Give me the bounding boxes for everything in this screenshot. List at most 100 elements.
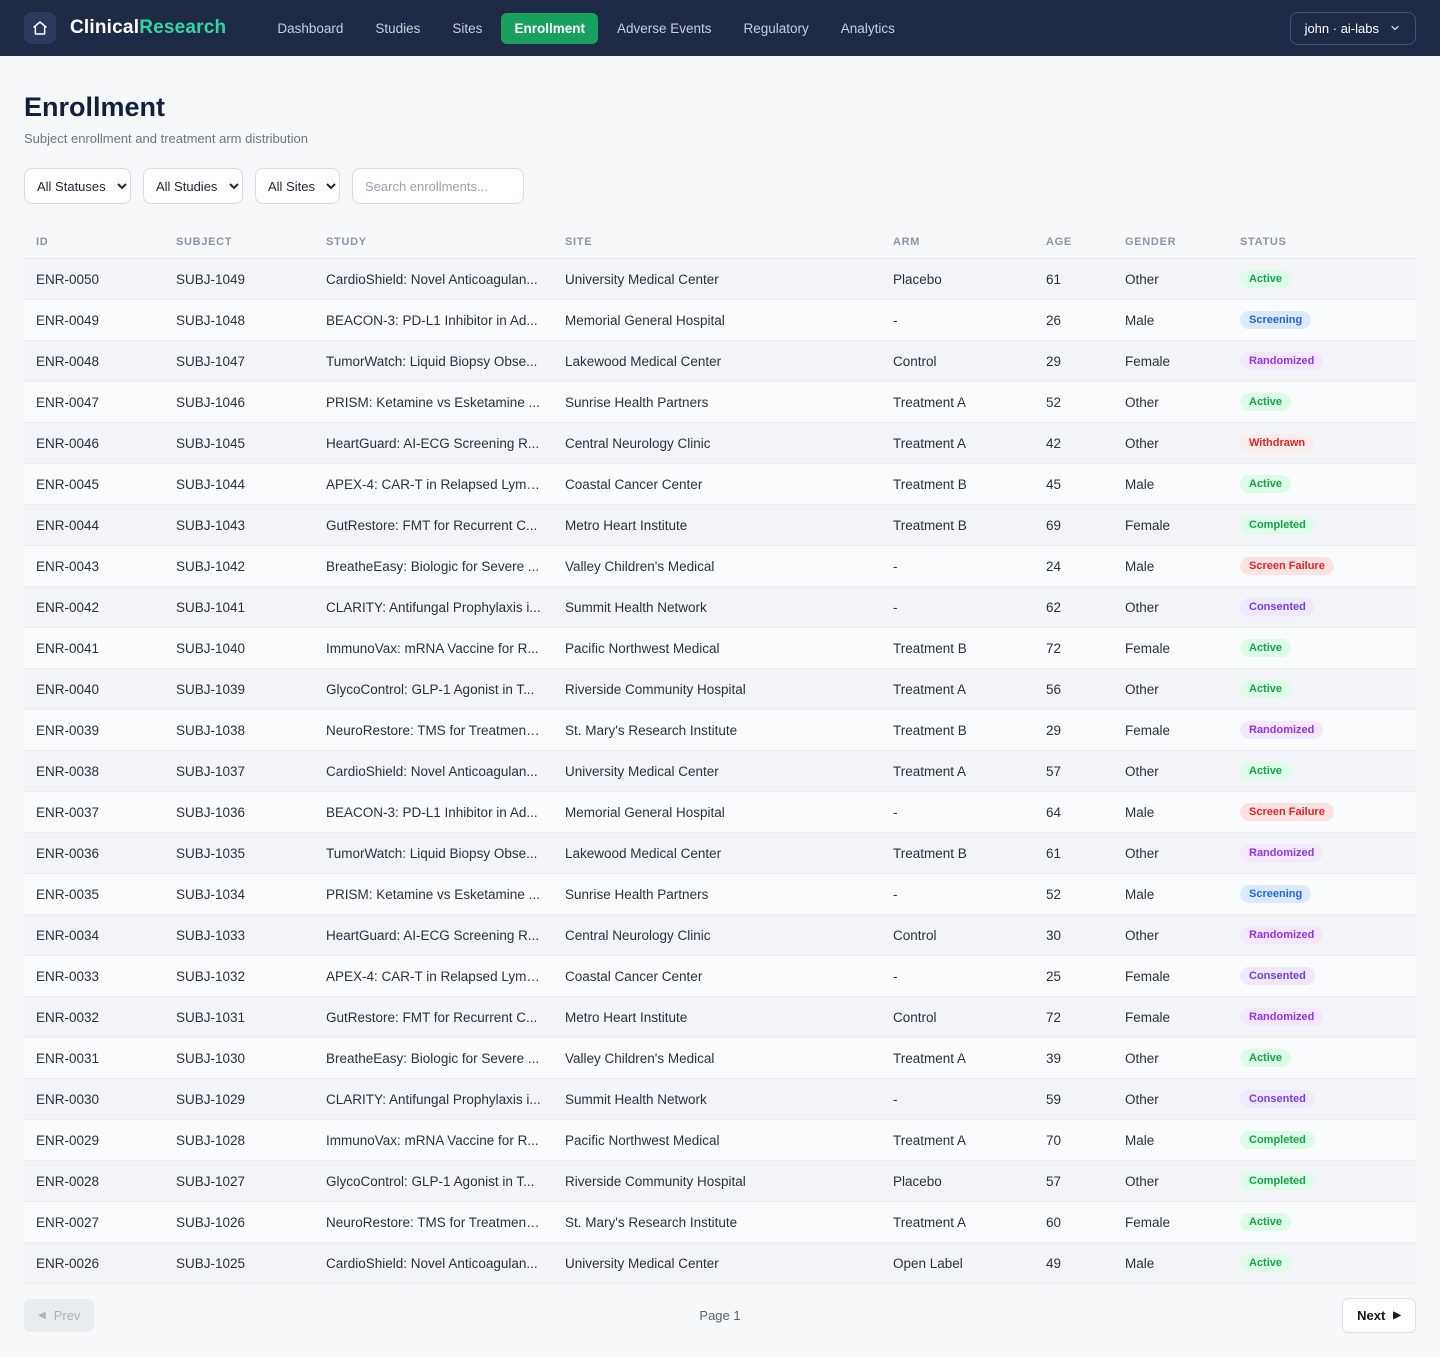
- cell-status: Active: [1228, 381, 1416, 423]
- cell-site: Lakewood Medical Center: [553, 340, 881, 382]
- cell-site: Metro Heart Institute: [553, 996, 881, 1038]
- cell-subject: SUBJ-1031: [164, 996, 314, 1038]
- home-button[interactable]: [24, 12, 56, 44]
- cell-status: Consented: [1228, 586, 1416, 628]
- cell-arm: Control: [881, 996, 1034, 1038]
- cell-age: 29: [1034, 709, 1113, 751]
- table-row: ENR-0049 SUBJ-1048 BEACON-3: PD-L1 Inhibit…: [24, 299, 1416, 341]
- cell-age: 29: [1034, 340, 1113, 382]
- cell-status: Active: [1228, 1242, 1416, 1284]
- nav-regulatory[interactable]: Regulatory: [743, 20, 809, 36]
- home-icon: [32, 20, 48, 36]
- cell-subject: SUBJ-1037: [164, 750, 314, 792]
- page-indicator: Page 1: [699, 1308, 741, 1323]
- cell-age: 52: [1034, 381, 1113, 423]
- cell-study: CardioShield: Novel Anticoagulan...: [314, 258, 553, 300]
- table-row: ENR-0031 SUBJ-1030 BreatheEasy: Biologic f…: [24, 1037, 1416, 1079]
- status-badge: Active: [1240, 1213, 1292, 1231]
- table-row: ENR-0033 SUBJ-1032 APEX-4: CAR-T in Relaps…: [24, 955, 1416, 997]
- cell-study: APEX-4: CAR-T in Relapsed Lymp...: [314, 955, 553, 997]
- prev-page-button[interactable]: ◀ Prev: [24, 1299, 95, 1332]
- cell-age: 42: [1034, 422, 1113, 464]
- cell-site: Central Neurology Clinic: [553, 422, 881, 464]
- column-header-status: STATUS: [1228, 226, 1416, 259]
- cell-id: ENR-0039: [24, 709, 164, 751]
- nav-enrollment[interactable]: Enrollment: [501, 12, 598, 44]
- user-menu-button[interactable]: john · ai-labs: [1289, 11, 1416, 45]
- cell-site: Valley Children's Medical: [553, 1037, 881, 1079]
- cell-arm: Treatment A: [881, 668, 1034, 710]
- table-row: ENR-0035 SUBJ-1034 PRISM: Ketamine vs Eske…: [24, 873, 1416, 915]
- column-header-site: SITE: [553, 226, 881, 259]
- cell-subject: SUBJ-1035: [164, 832, 314, 874]
- next-page-button[interactable]: Next ▶: [1342, 1298, 1416, 1333]
- column-header-arm: ARM: [881, 226, 1034, 259]
- cell-status: Consented: [1228, 955, 1416, 997]
- cell-arm: Treatment B: [881, 627, 1034, 669]
- cell-site: Pacific Northwest Medical: [553, 1119, 881, 1161]
- nav-adverse-events[interactable]: Adverse Events: [616, 20, 712, 36]
- cell-arm: Control: [881, 340, 1034, 382]
- cell-gender: Male: [1113, 873, 1228, 915]
- cell-subject: SUBJ-1036: [164, 791, 314, 833]
- search-input[interactable]: [352, 168, 524, 204]
- cell-id: ENR-0048: [24, 340, 164, 382]
- nav-sites[interactable]: Sites: [452, 20, 483, 36]
- cell-age: 52: [1034, 873, 1113, 915]
- cell-study: CardioShield: Novel Anticoagulan...: [314, 750, 553, 792]
- cell-study: PRISM: Ketamine vs Esketamine ...: [314, 381, 553, 423]
- cell-status: Randomized: [1228, 996, 1416, 1038]
- table-row: ENR-0043 SUBJ-1042 BreatheEasy: Biologic f…: [24, 545, 1416, 587]
- cell-subject: SUBJ-1043: [164, 504, 314, 546]
- cell-id: ENR-0032: [24, 996, 164, 1038]
- cell-gender: Male: [1113, 463, 1228, 505]
- cell-site: Valley Children's Medical: [553, 545, 881, 587]
- cell-arm: Treatment A: [881, 1037, 1034, 1079]
- table-row: ENR-0041 SUBJ-1040 ImmunoVax: mRNA Vaccine…: [24, 627, 1416, 669]
- cell-site: Riverside Community Hospital: [553, 668, 881, 710]
- cell-gender: Male: [1113, 545, 1228, 587]
- cell-gender: Other: [1113, 914, 1228, 956]
- cell-status: Screen Failure: [1228, 545, 1416, 587]
- status-badge: Withdrawn: [1240, 434, 1315, 452]
- cell-status: Randomized: [1228, 914, 1416, 956]
- table-row: ENR-0037 SUBJ-1036 BEACON-3: PD-L1 Inhibit…: [24, 791, 1416, 833]
- cell-subject: SUBJ-1033: [164, 914, 314, 956]
- nav-studies[interactable]: Studies: [375, 20, 421, 36]
- cell-status: Screening: [1228, 299, 1416, 341]
- cell-site: University Medical Center: [553, 258, 881, 300]
- table-row: ENR-0032 SUBJ-1031 GutRestore: FMT for Rec…: [24, 996, 1416, 1038]
- status-badge: Screen Failure: [1240, 557, 1334, 575]
- cell-age: 25: [1034, 955, 1113, 997]
- table-row: ENR-0048 SUBJ-1047 TumorWatch: Liquid Biop…: [24, 340, 1416, 382]
- cell-site: Sunrise Health Partners: [553, 873, 881, 915]
- cell-study: TumorWatch: Liquid Biopsy Obse...: [314, 832, 553, 874]
- cell-site: Memorial General Hospital: [553, 299, 881, 341]
- cell-study: GlycoControl: GLP-1 Agonist in T...: [314, 668, 553, 710]
- cell-id: ENR-0031: [24, 1037, 164, 1079]
- cell-id: ENR-0026: [24, 1242, 164, 1284]
- cell-site: University Medical Center: [553, 1242, 881, 1284]
- nav-analytics[interactable]: Analytics: [840, 20, 895, 36]
- site-filter-select[interactable]: All Sites: [255, 168, 340, 204]
- cell-study: GutRestore: FMT for Recurrent C...: [314, 996, 553, 1038]
- cell-age: 56: [1034, 668, 1113, 710]
- table-row: ENR-0042 SUBJ-1041 CLARITY: Antifungal Pro…: [24, 586, 1416, 628]
- cell-id: ENR-0033: [24, 955, 164, 997]
- status-badge: Active: [1240, 762, 1292, 780]
- study-filter-select[interactable]: All Studies: [143, 168, 243, 204]
- cell-arm: Treatment B: [881, 832, 1034, 874]
- cell-arm: Treatment A: [881, 381, 1034, 423]
- column-header-study: STUDY: [314, 226, 553, 259]
- cell-study: GlycoControl: GLP-1 Agonist in T...: [314, 1160, 553, 1202]
- status-filter-select[interactable]: All Statuses: [24, 168, 131, 204]
- cell-subject: SUBJ-1040: [164, 627, 314, 669]
- cell-study: BEACON-3: PD-L1 Inhibitor in Ad...: [314, 791, 553, 833]
- cell-subject: SUBJ-1025: [164, 1242, 314, 1284]
- cell-arm: Treatment A: [881, 422, 1034, 464]
- cell-id: ENR-0049: [24, 299, 164, 341]
- cell-age: 57: [1034, 750, 1113, 792]
- cell-status: Active: [1228, 627, 1416, 669]
- nav-dashboard[interactable]: Dashboard: [277, 20, 344, 36]
- table-row: ENR-0045 SUBJ-1044 APEX-4: CAR-T in Relaps…: [24, 463, 1416, 505]
